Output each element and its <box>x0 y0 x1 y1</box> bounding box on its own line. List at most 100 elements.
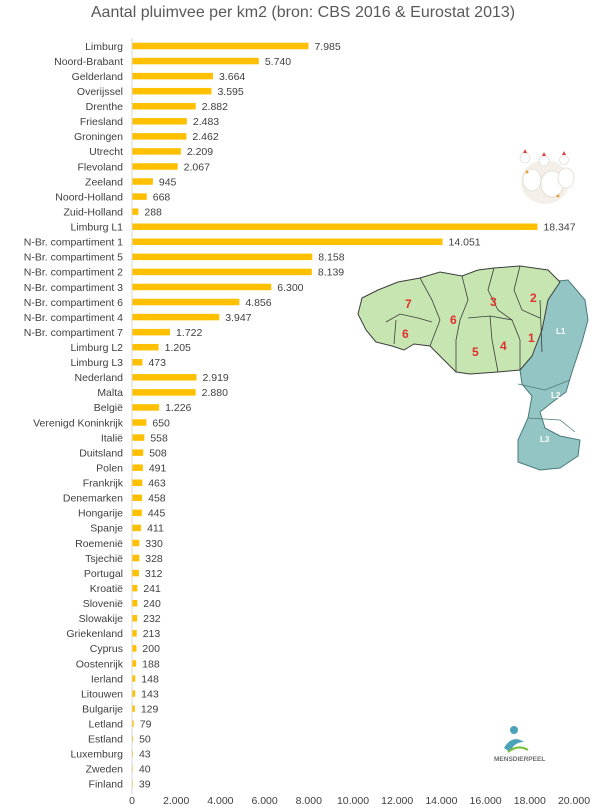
category-label: Slowakije <box>79 613 124 625</box>
category-label: Gelderland <box>72 71 124 83</box>
value-label: 2.483 <box>193 116 219 128</box>
bar <box>132 102 196 110</box>
map-label-1: 1 <box>528 331 535 345</box>
x-tick-label: 16.000 <box>470 795 502 807</box>
x-tick-label: 8.000 <box>296 795 322 807</box>
value-label: 668 <box>153 191 171 203</box>
value-label: 288 <box>144 206 162 218</box>
category-label: Finland <box>89 779 124 791</box>
value-label: 945 <box>159 176 177 188</box>
map-label-4: 4 <box>500 339 507 353</box>
category-label: Ierland <box>91 673 123 685</box>
category-label: Oostenrijk <box>76 658 124 670</box>
value-label: 491 <box>149 462 167 474</box>
category-label: Zeeland <box>85 176 123 188</box>
value-label: 14.051 <box>449 237 481 249</box>
value-label: 508 <box>149 447 167 459</box>
value-label: 463 <box>148 478 166 490</box>
value-label: 241 <box>143 583 161 595</box>
value-label: 200 <box>142 643 160 655</box>
bar <box>132 238 443 246</box>
value-label: 2.882 <box>202 101 228 113</box>
x-axis-ticks: 0 2.000 4.000 6.000 8.000 10.000 12.000 14.000 1… <box>129 38 590 807</box>
value-label: 4.856 <box>245 297 271 309</box>
category-label: Italië <box>101 432 123 444</box>
map-label-6b: 6 <box>402 327 409 341</box>
value-label: 445 <box>148 508 166 520</box>
category-label: Kroatië <box>90 583 123 595</box>
category-label: Spanje <box>90 523 123 535</box>
bar <box>132 57 259 65</box>
value-label: 2.919 <box>203 372 229 384</box>
value-label: 2.880 <box>202 387 228 399</box>
bar <box>132 660 137 667</box>
category-label: Groningen <box>74 131 123 143</box>
value-label: 232 <box>143 613 161 625</box>
bar <box>132 675 136 682</box>
bar <box>132 253 313 261</box>
value-label: 6.300 <box>277 282 303 294</box>
value-label: 650 <box>152 417 170 429</box>
value-label: 8.139 <box>318 267 344 279</box>
category-label: Hongarije <box>78 508 123 520</box>
category-label: Polen <box>96 462 123 474</box>
bar <box>132 494 143 502</box>
bar <box>132 419 147 426</box>
bar <box>132 584 138 592</box>
map-label-l3: L3 <box>540 435 550 444</box>
category-label: België <box>94 402 123 414</box>
value-label: 2.067 <box>184 161 210 173</box>
category-label: Cyprus <box>90 643 123 655</box>
value-label: 473 <box>148 357 166 369</box>
bar <box>132 133 187 140</box>
category-label: Nederland <box>75 372 124 384</box>
category-label: N-Br. compartiment 3 <box>24 282 123 294</box>
bar <box>132 615 138 622</box>
category-label: N-Br. compartiment 5 <box>24 252 123 264</box>
bar <box>132 509 142 517</box>
category-label: Limburg L2 <box>70 342 123 354</box>
category-label: Duitsland <box>79 447 123 459</box>
bar <box>132 42 309 50</box>
category-label: Luxemburg <box>70 749 123 761</box>
map-label-l1: L1 <box>556 327 566 336</box>
bar <box>132 163 178 170</box>
value-label: 312 <box>145 568 163 580</box>
category-label: Roemenië <box>75 538 123 550</box>
category-label: Zuid-Holland <box>63 206 123 218</box>
bar <box>132 208 139 215</box>
map-label-3: 3 <box>490 295 497 309</box>
value-label: 2.209 <box>187 146 213 158</box>
x-tick-label: 10.000 <box>337 795 369 807</box>
x-tick-label: 20.000 <box>558 795 590 807</box>
bar <box>132 298 240 306</box>
category-label: N-Br. compartiment 1 <box>24 237 123 249</box>
category-label: Estland <box>88 734 123 746</box>
category-label: Limburg <box>85 41 123 53</box>
category-label: Noord-Holland <box>55 191 123 203</box>
bar <box>132 283 272 291</box>
bar <box>132 630 137 637</box>
category-label: Overijssel <box>77 86 123 98</box>
bar <box>132 569 139 577</box>
mensdierpeel-logo: MENSDIERPEEL <box>494 726 545 763</box>
category-label: Letland <box>89 719 124 731</box>
bar <box>132 313 220 321</box>
category-label: Portugal <box>84 568 123 580</box>
category-label: N-Br. compartiment 7 <box>24 327 123 339</box>
bar <box>132 645 137 652</box>
x-tick-label: 6.000 <box>251 795 277 807</box>
x-tick-label: 12.000 <box>381 795 413 807</box>
map-label-7: 7 <box>405 297 412 311</box>
value-label: 1.722 <box>176 327 202 339</box>
category-label: Flevoland <box>77 161 123 173</box>
category-label: Zweden <box>86 764 124 776</box>
value-label: 39 <box>139 779 151 791</box>
bar <box>132 524 142 532</box>
category-label: Tsjechië <box>85 553 123 565</box>
bar <box>132 343 159 351</box>
bar <box>132 554 140 562</box>
value-label: 50 <box>139 734 151 746</box>
map-region-brabant <box>357 265 561 375</box>
